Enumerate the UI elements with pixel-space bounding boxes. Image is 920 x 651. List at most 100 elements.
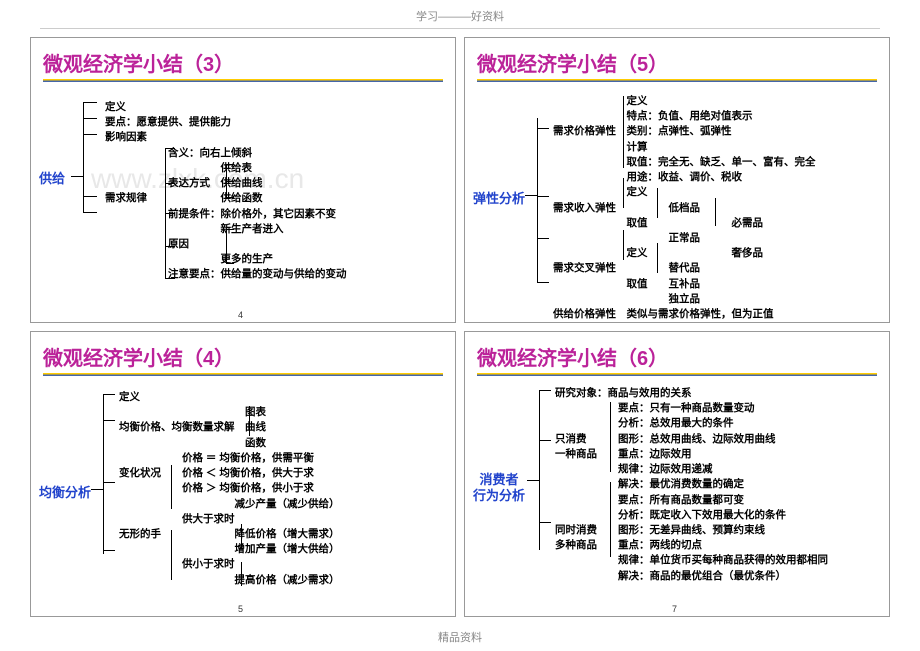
bracket bbox=[226, 229, 234, 230]
line: 解决：商品的最优组合（最优条件） bbox=[555, 569, 828, 584]
title-underline bbox=[43, 79, 443, 82]
bracket bbox=[83, 212, 97, 213]
bracket bbox=[657, 188, 658, 218]
page-number: 6 bbox=[672, 310, 677, 320]
line: 增加产量（增大供给） bbox=[119, 542, 340, 557]
bracket bbox=[226, 229, 227, 263]
line: 定义 bbox=[105, 100, 347, 115]
bracket bbox=[165, 183, 175, 184]
line: 要点：所有商品数量都可变 bbox=[555, 493, 828, 508]
slide-3-title: 微观经济学小结（3） bbox=[43, 48, 447, 77]
line: 分析：总效用最大的条件 bbox=[555, 416, 828, 431]
slide-5-content: 定义 特点：负值、用绝对值表示 需求价格弹性 类别：点弹性、弧弹性 计算 取值：… bbox=[553, 94, 816, 322]
slide-5: 微观经济学小结（5） 弹性分析 定义 特点：负值、用绝对值表示 需求价格弹性 类… bbox=[464, 37, 890, 323]
line: 前提条件：除价格外，其它因素不变 bbox=[105, 207, 347, 222]
root-label-elasticity: 弹性分析 bbox=[473, 188, 525, 207]
page-header: 学习———好资料 bbox=[40, 0, 880, 29]
line: 定义 bbox=[553, 94, 816, 109]
page-number: 4 bbox=[238, 310, 243, 320]
line: 价格 ＝ 均衡价格，供需平衡 bbox=[119, 451, 340, 466]
page-footer: 精品资料 bbox=[0, 629, 920, 645]
title-underline bbox=[43, 373, 443, 376]
slide-4: 微观经济学小结（4） 均衡分析 定义 图表 均衡价格、均衡数量求解 曲线 函数 … bbox=[30, 331, 456, 617]
line: 函数 bbox=[119, 436, 340, 451]
bracket bbox=[226, 181, 234, 182]
line: 需求价格弹性 类别：点弹性、弧弹性 bbox=[553, 124, 816, 139]
bracket bbox=[171, 530, 172, 580]
bracket bbox=[165, 278, 175, 279]
line: 供小于求时 bbox=[119, 557, 340, 572]
line: 要点：愿意提供、提供能力 bbox=[105, 115, 347, 130]
page: 学习———好资料 微观经济学小结（3） www.zlxk.com.cn 供给 定… bbox=[0, 0, 920, 651]
bracket bbox=[537, 196, 549, 197]
root-label-consumer: 消费者行为分析 bbox=[473, 472, 525, 503]
line: 供给价格弹性 类似与需求价格弹性，但为正值 bbox=[553, 307, 816, 322]
bracket bbox=[623, 178, 624, 208]
bracket bbox=[83, 196, 97, 197]
bracket bbox=[165, 213, 175, 214]
line: 同时消费 图形：无差异曲线、预算约束线 bbox=[555, 523, 828, 538]
line: 变化状况 价格 ＜ 均衡价格，供大于求 bbox=[119, 466, 340, 481]
line: 定义 奢侈品 bbox=[553, 246, 816, 261]
bracket bbox=[537, 238, 549, 239]
bracket bbox=[623, 230, 624, 260]
line: 供大于求时 bbox=[119, 512, 340, 527]
bracket bbox=[165, 246, 175, 247]
slide-4-title: 微观经济学小结（4） bbox=[43, 342, 447, 371]
slide-grid: 微观经济学小结（3） www.zlxk.com.cn 供给 定义 要点：愿意提供… bbox=[0, 29, 920, 625]
line: 价格 ＞ 均衡价格，供小于求 bbox=[119, 481, 340, 496]
bracket bbox=[657, 243, 658, 273]
line: 定义 bbox=[119, 390, 340, 405]
line: 减少产量（减少供给） bbox=[119, 497, 340, 512]
root-label-equilibrium: 均衡分析 bbox=[39, 482, 91, 501]
bracket bbox=[226, 263, 234, 264]
title-underline bbox=[477, 373, 877, 376]
bracket bbox=[539, 522, 551, 523]
line: 含义：向右上倾斜 bbox=[105, 146, 347, 161]
line: 定义 bbox=[553, 185, 816, 200]
bracket bbox=[165, 148, 175, 149]
line: 需求收入弹性 低档品 bbox=[553, 201, 816, 216]
line: 正常品 bbox=[553, 231, 816, 246]
line: 特点：负值、用绝对值表示 bbox=[553, 109, 816, 124]
slide-6-content: 研究对象：商品与效用的关系 要点：只有一种商品数量变动 分析：总效用最大的条件 … bbox=[555, 386, 828, 584]
line: 研究对象：商品与效用的关系 bbox=[555, 386, 828, 401]
bracket bbox=[83, 118, 97, 119]
line: 取值 互补品 bbox=[553, 277, 816, 292]
title-underline bbox=[477, 79, 877, 82]
page-number: 7 bbox=[672, 604, 677, 614]
bracket bbox=[103, 420, 115, 421]
line: 注意要点：供给量的变动与供给的变动 bbox=[105, 267, 347, 282]
bracket bbox=[525, 195, 537, 196]
bracket bbox=[103, 394, 104, 554]
line: 解决：最优消费数量的确定 bbox=[555, 477, 828, 492]
bracket bbox=[171, 465, 172, 509]
bracket bbox=[610, 482, 611, 557]
line: 独立品 bbox=[553, 292, 816, 307]
bracket bbox=[537, 282, 549, 283]
slide-5-title: 微观经济学小结（5） bbox=[477, 48, 881, 77]
bracket bbox=[539, 390, 540, 550]
root-label-supply: 供给 bbox=[39, 168, 65, 187]
bracket bbox=[226, 197, 234, 198]
slide-6: 微观经济学小结（6） 消费者行为分析 研究对象：商品与效用的关系 要点：只有一种… bbox=[464, 331, 890, 617]
bracket bbox=[249, 406, 250, 436]
page-number: 5 bbox=[238, 604, 243, 614]
bracket bbox=[241, 524, 242, 548]
bracket bbox=[103, 394, 115, 395]
line: 影响因素 bbox=[105, 130, 347, 145]
line: 需求交叉弹性 替代品 bbox=[553, 261, 816, 276]
line: 取值 必需品 bbox=[553, 216, 816, 231]
line: 只消费 图形：总效用曲线、边际效用曲线 bbox=[555, 432, 828, 447]
line: 多种商品 重点：两线的切点 bbox=[555, 538, 828, 553]
slide-4-content: 定义 图表 均衡价格、均衡数量求解 曲线 函数 价格 ＝ 均衡价格，供需平衡 变… bbox=[119, 390, 340, 588]
bracket bbox=[623, 96, 624, 168]
bracket bbox=[91, 489, 103, 490]
bracket bbox=[539, 390, 551, 391]
bracket bbox=[83, 134, 97, 135]
bracket bbox=[103, 550, 115, 551]
slide-6-title: 微观经济学小结（6） bbox=[477, 342, 881, 371]
line: 规律：边际效用递减 bbox=[555, 462, 828, 477]
line: 分析：既定收入下效用最大化的条件 bbox=[555, 508, 828, 523]
bracket bbox=[539, 440, 551, 441]
